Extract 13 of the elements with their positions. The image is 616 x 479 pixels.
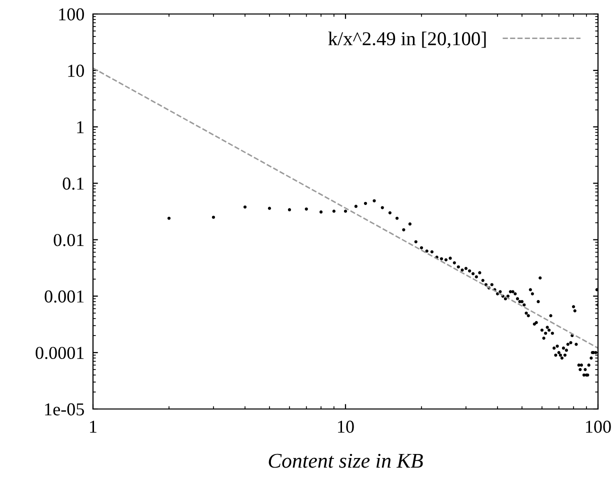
y-tick-label: 100 <box>59 8 84 20</box>
y-tick-label: 0.01 <box>54 234 84 246</box>
y-tick-label: 0.0001 <box>36 346 84 360</box>
x-tick-label: 1 <box>90 420 96 433</box>
legend-label: k/x^2.49 in [20,100] <box>328 32 486 48</box>
y-tick-label: 10 <box>68 64 84 77</box>
y-tick-label: 1e-05 <box>45 403 84 416</box>
x-axis-title: Content size in KB <box>268 454 423 468</box>
y-tick-label: 0.1 <box>62 178 84 190</box>
x-tick-label: 100 <box>586 420 611 433</box>
y-tick-label: 0.001 <box>44 290 84 303</box>
x-tick-label: 10 <box>338 420 354 433</box>
y-tick-label: 1 <box>77 121 84 134</box>
